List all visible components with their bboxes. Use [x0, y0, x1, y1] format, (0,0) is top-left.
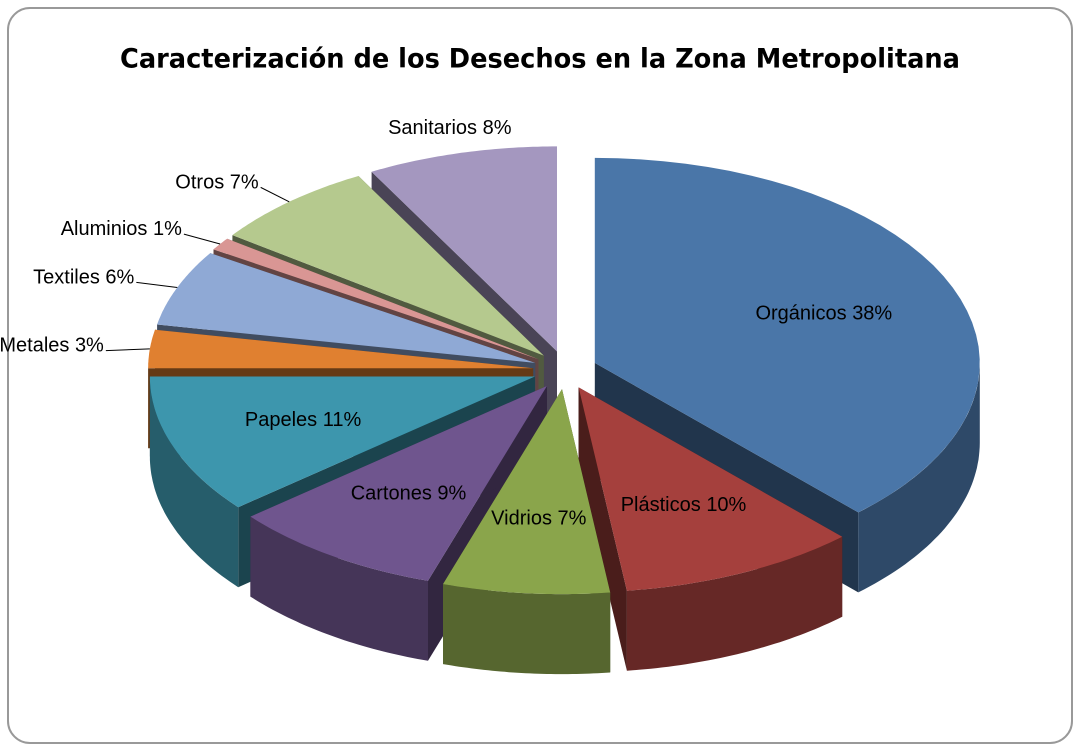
category-label: Plásticos [621, 494, 701, 516]
value-label: 7% [558, 508, 587, 530]
data-label: Plásticos 10% [621, 494, 747, 516]
value-label: 1% [153, 218, 182, 240]
category-label: Sanitarios [388, 117, 477, 139]
slice-side [250, 516, 428, 661]
value-label: 10% [706, 494, 746, 516]
slice [578, 387, 843, 671]
slice-top [157, 253, 536, 363]
category-label: Textiles [33, 267, 100, 289]
value-label: 6% [105, 267, 134, 289]
slice-top [149, 376, 535, 508]
slice-top [232, 176, 544, 356]
data-label: Sanitarios 8% [388, 117, 512, 139]
category-label: Otros [175, 172, 224, 194]
value-label: 7% [230, 172, 259, 194]
value-label: 8% [483, 117, 512, 139]
data-label: Textiles 6% [33, 267, 134, 289]
category-label: Metales [0, 335, 69, 357]
slice-side [443, 584, 611, 675]
slice-top [594, 157, 980, 513]
value-label: 11% [323, 409, 362, 431]
category-label: Papeles [245, 409, 317, 431]
data-label: Otros 7% [175, 172, 259, 194]
data-label: Vidrios 7% [491, 508, 586, 530]
data-label: Metales 3% [0, 335, 104, 357]
slice-side [149, 376, 239, 588]
value-label: 38% [852, 303, 892, 325]
pie [148, 146, 980, 675]
category-label: Vidrios [491, 508, 552, 530]
value-label: 3% [75, 335, 104, 357]
slice-top [250, 385, 547, 581]
chart-title: Caracterización de los Desechos en la Zo… [120, 44, 960, 75]
slice-top [578, 387, 843, 591]
labels: Orgánicos 38% Plásticos 10% Vidrios 7% Cart… [0, 117, 892, 530]
leader-line [260, 186, 290, 203]
data-label: Orgánicos 38% [755, 303, 892, 325]
category-label: Orgánicos [755, 303, 846, 325]
slice-side [858, 362, 980, 593]
slice-wall [578, 387, 627, 671]
slice-top [148, 329, 534, 369]
slice-top [371, 146, 557, 352]
leader-line [105, 348, 150, 352]
slice-side [626, 536, 843, 671]
data-label: Papeles 11% [245, 409, 362, 431]
leader-line [183, 233, 221, 245]
slice [443, 389, 611, 675]
data-label: Aluminios 1% [61, 218, 182, 240]
category-label: Aluminios [61, 218, 148, 240]
value-label: 9% [437, 483, 466, 505]
category-label: Cartones [351, 483, 432, 505]
slice-top [213, 238, 539, 360]
slice-top [443, 389, 611, 595]
data-label: Cartones 9% [351, 483, 467, 505]
leader-line [136, 281, 178, 288]
